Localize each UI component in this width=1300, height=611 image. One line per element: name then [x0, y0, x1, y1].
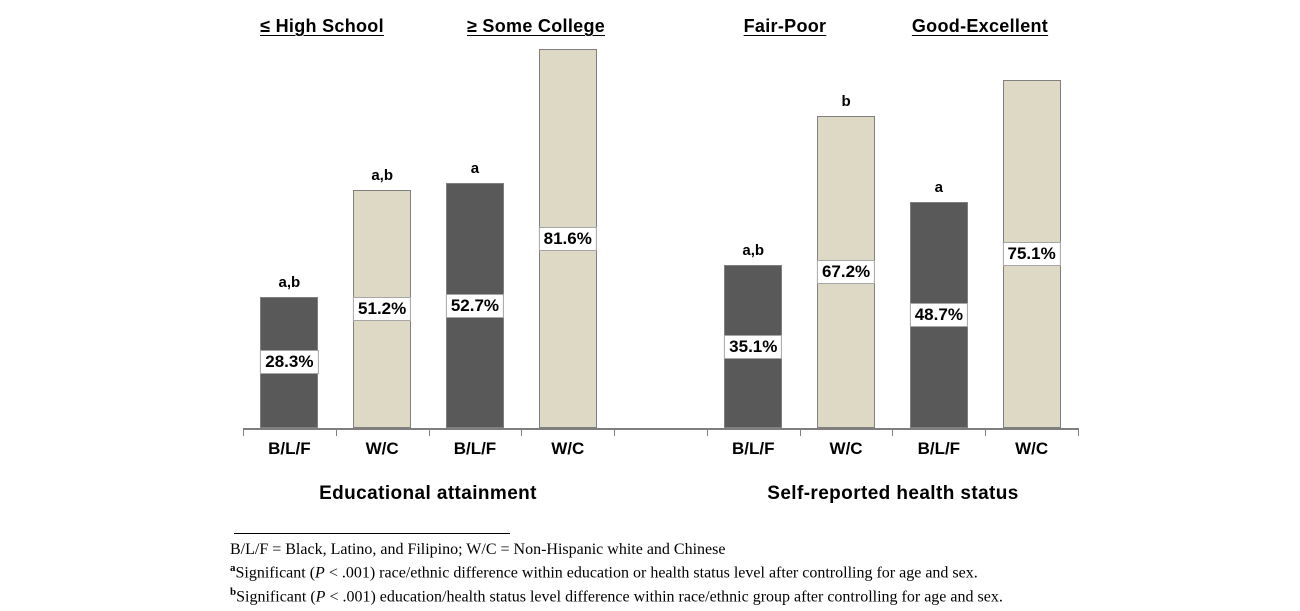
- x-axis-tick: [428, 428, 430, 436]
- x-axis-tick: [799, 428, 801, 436]
- value-label: 51.2%: [353, 297, 412, 322]
- significance-label: a: [934, 179, 943, 197]
- significance-label: a,b: [278, 273, 301, 291]
- value-label: 35.1%: [724, 334, 783, 359]
- x-axis-tick: [614, 428, 616, 436]
- footnote-abbreviations: B/L/F = Black, Latino, and Filipino; W/C…: [230, 541, 726, 558]
- value-label: 48.7%: [909, 303, 968, 328]
- value-label: 81.6%: [538, 226, 597, 251]
- group-label-education: Educational attainment: [319, 483, 537, 504]
- footnote-sig-a: aSignificant (P < .001) race/ethnic diff…: [230, 562, 978, 582]
- footnote-sig-b: bSignificant (P < .001) education/health…: [230, 586, 1003, 606]
- x-axis-tick: [335, 428, 337, 436]
- x-tick-label: W/C: [1015, 439, 1049, 458]
- value-label: 75.1%: [1002, 241, 1061, 266]
- x-axis-tick: [985, 428, 987, 436]
- section-header-some-college: ≥ Some College: [466, 16, 606, 36]
- x-tick-label: B/L/F: [268, 439, 311, 458]
- x-tick-label: W/C: [551, 439, 585, 458]
- x-axis-tick: [1078, 428, 1079, 436]
- x-axis-tick: [706, 428, 708, 436]
- x-tick-label: B/L/F: [917, 439, 961, 458]
- group-label-health: Self-reported health status: [767, 483, 1019, 504]
- significance-label: a: [470, 160, 480, 178]
- value-label: 52.7%: [445, 293, 505, 318]
- significance-label: b: [841, 93, 851, 111]
- section-header-fair-poor: Fair-Poor: [743, 16, 827, 36]
- x-tick-label: W/C: [829, 439, 863, 458]
- x-tick-label: B/L/F: [732, 439, 775, 458]
- x-tick-label: B/L/F: [453, 439, 497, 458]
- value-label: 28.3%: [260, 350, 319, 375]
- section-header-high-school: ≤ High School: [260, 16, 384, 36]
- x-axis-tick: [243, 428, 244, 436]
- section-header-good-excellent: Good-Excellent: [911, 16, 1049, 36]
- x-axis-tick: [892, 428, 894, 436]
- significance-label: a,b: [371, 167, 393, 185]
- footnote-rule: [234, 533, 510, 534]
- footnote-b-superscript: b: [230, 586, 237, 598]
- x-tick-label: W/C: [365, 439, 399, 458]
- x-axis-tick: [521, 428, 523, 436]
- x-axis-line: [243, 428, 1078, 430]
- value-label: 67.2%: [816, 260, 876, 285]
- significance-label: a,b: [742, 242, 765, 260]
- footnote-a-superscript: a: [230, 562, 236, 574]
